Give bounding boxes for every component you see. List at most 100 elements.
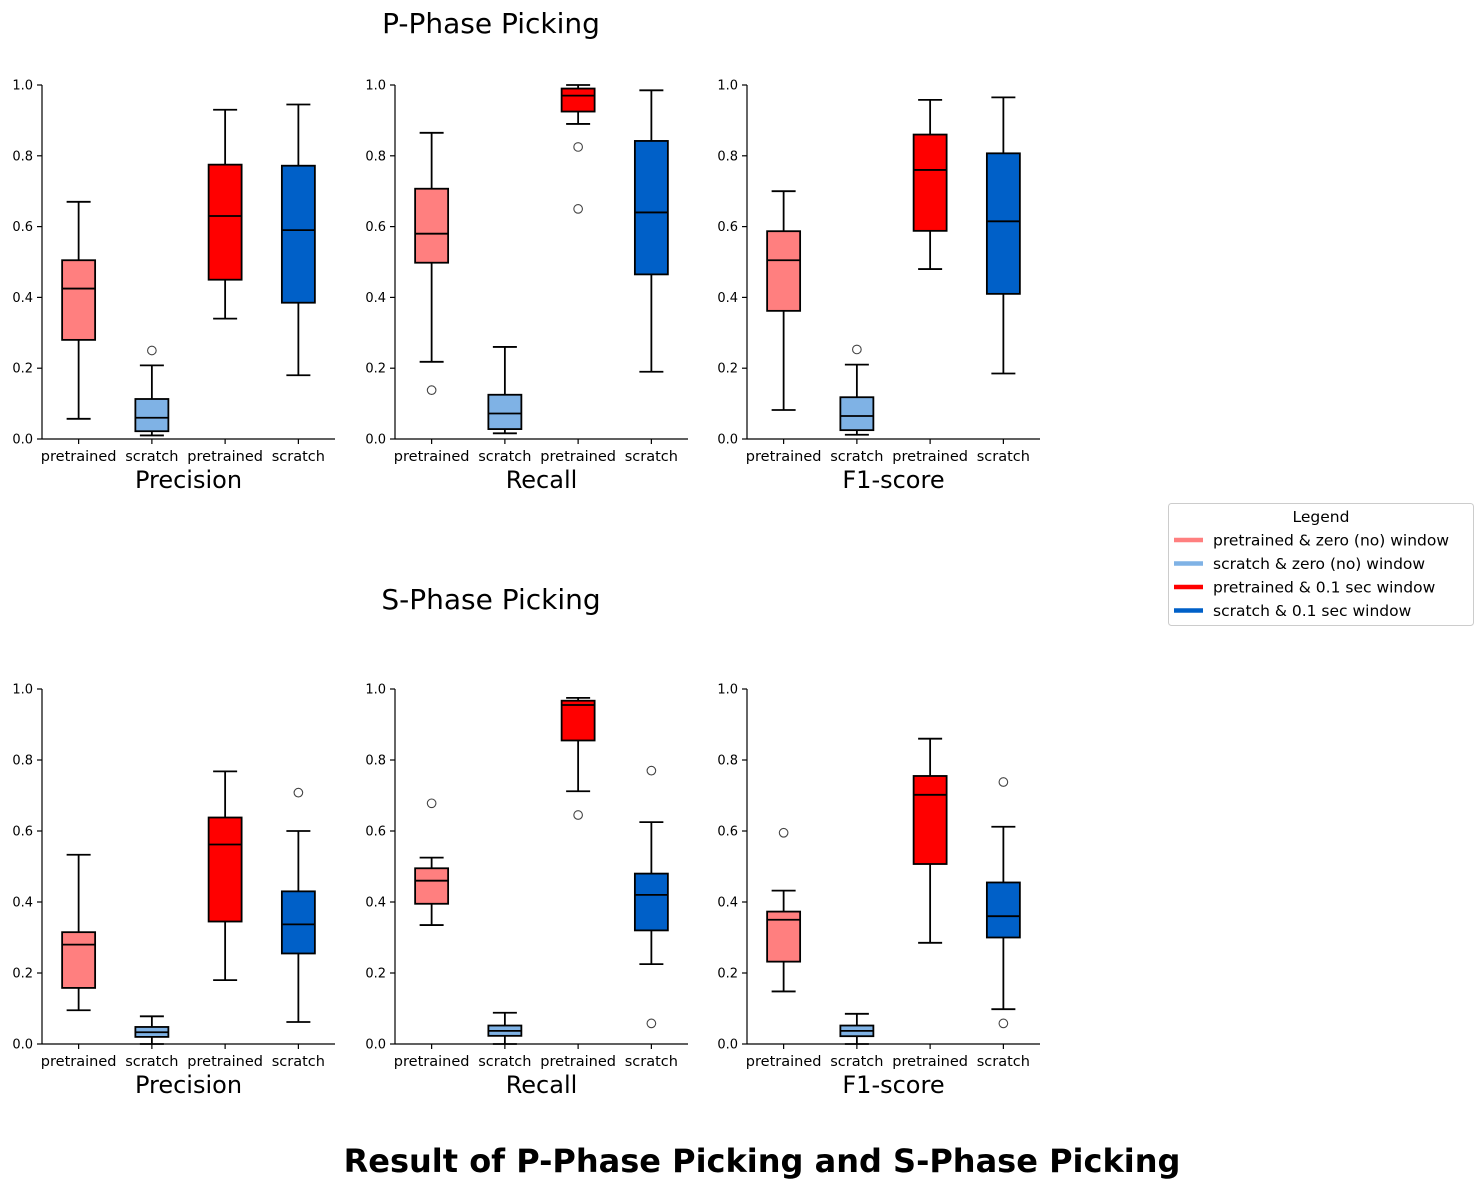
box-iqr xyxy=(61,931,97,989)
outlier-point xyxy=(147,345,157,356)
s-precision-ytick-label: 0.6 xyxy=(12,825,33,840)
s-recall-ytick-label: 0.0 xyxy=(365,1038,386,1053)
s-precision-box-2 xyxy=(134,1015,170,1045)
p-f1-score-ytick-label: 0.4 xyxy=(717,291,738,306)
panels: 0.0 0.2 0.4 0.6 0.8 1.0 pretrained scratch pretr… xyxy=(12,79,1040,1099)
p-precision-panel: 0.0 0.2 0.4 0.6 0.8 1.0 pretrained scratch pretr… xyxy=(12,79,335,494)
p-f1-score-category-label: pretrained xyxy=(746,449,822,465)
p-f1-score-category-label: scratch xyxy=(830,449,883,465)
box-iqr xyxy=(985,152,1021,295)
outlier-point xyxy=(426,798,437,809)
p-precision-category-label: scratch xyxy=(125,449,178,465)
box-iqr xyxy=(985,881,1021,939)
p-f1-score-box-4 xyxy=(985,96,1021,375)
p-recall-category-label: pretrained xyxy=(540,449,616,465)
box-iqr xyxy=(560,87,596,113)
p-phase-title: P-Phase Picking xyxy=(382,7,600,40)
p-recall-box-3 xyxy=(560,84,596,214)
p-precision-category-label: pretrained xyxy=(41,449,117,465)
p-recall-box-4 xyxy=(633,89,669,373)
s-f1-score-panel: 0.0 0.2 0.4 0.6 0.8 1.0 pretrained scratch pretr… xyxy=(717,683,1040,1099)
legend-item-label: pretrained & 0.1 sec window xyxy=(1213,579,1436,597)
p-f1-score-panel: 0.0 0.2 0.4 0.6 0.8 1.0 pretrained scratch pretr… xyxy=(717,79,1040,494)
s-f1-score-box-2 xyxy=(839,1012,875,1045)
s-precision-ytick-label: 0.0 xyxy=(12,1038,33,1053)
p-precision-category-label: scratch xyxy=(272,449,325,465)
s-f1-score-box-4 xyxy=(985,777,1021,1029)
p-f1-score-box-2 xyxy=(839,344,875,436)
box-iqr xyxy=(280,164,316,304)
p-recall-category-label: scratch xyxy=(625,449,678,465)
p-recall-ytick-label: 0.2 xyxy=(365,362,386,377)
s-recall-box-2 xyxy=(487,1011,523,1045)
box-iqr xyxy=(766,230,802,312)
p-precision-box-4 xyxy=(280,103,316,377)
legend-title: Legend xyxy=(1293,508,1350,526)
s-precision-xlabel: Precision xyxy=(135,1071,242,1099)
p-recall-ytick-label: 0.6 xyxy=(365,220,386,235)
s-recall-category-label: pretrained xyxy=(540,1054,616,1070)
p-f1-score-ytick-label: 0.8 xyxy=(717,149,738,164)
p-precision-xlabel: Precision xyxy=(135,466,242,494)
p-recall-xlabel: Recall xyxy=(506,466,578,494)
p-recall-ytick-label: 0.4 xyxy=(365,291,386,306)
p-f1-score-ytick-label: 0.0 xyxy=(717,433,738,448)
s-f1-score-category-label: pretrained xyxy=(746,1054,822,1070)
s-f1-score-category-label: scratch xyxy=(830,1054,883,1070)
p-recall-box-2 xyxy=(487,346,523,435)
s-precision-box-4 xyxy=(280,787,316,1023)
s-precision-ytick-label: 0.8 xyxy=(12,754,33,769)
s-precision-panel: 0.0 0.2 0.4 0.6 0.8 1.0 pretrained scratch pretr… xyxy=(12,683,335,1099)
p-precision-box-1 xyxy=(61,200,97,420)
legend-item-label: pretrained & zero (no) window xyxy=(1213,532,1449,550)
p-recall-ytick-label: 0.8 xyxy=(365,149,386,164)
legend: Legend pretrained & zero (no) window scra… xyxy=(1168,503,1474,626)
legend-frame xyxy=(1168,503,1474,626)
p-f1-score-box-1 xyxy=(766,190,802,411)
s-f1-score-category-label: scratch xyxy=(977,1054,1030,1070)
outlier-point xyxy=(573,810,583,820)
outlier-point xyxy=(293,787,304,798)
p-f1-score-xlabel: F1-score xyxy=(842,466,944,494)
s-precision-category-label: scratch xyxy=(272,1054,325,1070)
box-iqr xyxy=(414,867,450,905)
box-iqr xyxy=(207,163,243,281)
p-f1-score-ytick-label: 0.6 xyxy=(717,220,738,235)
legend-items: pretrained & zero (no) window scratch & z… xyxy=(1174,532,1449,620)
p-recall-box-1 xyxy=(414,131,450,395)
p-precision-ytick-label: 1.0 xyxy=(12,79,33,94)
p-f1-score-ytick-label: 0.2 xyxy=(717,362,738,377)
box-iqr xyxy=(280,890,316,955)
box-iqr xyxy=(839,396,875,432)
p-f1-score-ytick-label: 1.0 xyxy=(717,79,738,94)
p-precision-category-label: pretrained xyxy=(187,449,263,465)
s-f1-score-ytick-label: 0.0 xyxy=(717,1038,738,1053)
s-recall-box-1 xyxy=(414,798,450,926)
s-f1-score-ytick-label: 0.2 xyxy=(717,967,738,982)
outlier-point xyxy=(646,1018,657,1029)
outlier-point xyxy=(778,827,789,838)
outlier-point xyxy=(646,765,657,776)
s-f1-score-ytick-label: 0.4 xyxy=(717,896,738,911)
box-iqr xyxy=(487,393,523,430)
box-iqr xyxy=(633,872,669,932)
s-recall-ytick-label: 0.4 xyxy=(365,896,386,911)
s-recall-xlabel: Recall xyxy=(506,1071,578,1099)
s-f1-score-box-3 xyxy=(912,737,948,944)
box-iqr xyxy=(134,398,170,433)
s-recall-ytick-label: 0.8 xyxy=(365,754,386,769)
s-recall-category-label: scratch xyxy=(478,1054,531,1070)
s-precision-category-label: pretrained xyxy=(187,1054,263,1070)
p-precision-ytick-label: 0.4 xyxy=(12,291,33,306)
s-precision-box-3 xyxy=(207,770,243,981)
s-precision-ytick-label: 0.4 xyxy=(12,896,33,911)
s-f1-score-category-label: pretrained xyxy=(892,1054,968,1070)
box-iqr xyxy=(633,140,669,276)
outlier-point xyxy=(573,142,583,152)
p-precision-ytick-label: 0.8 xyxy=(12,149,33,164)
box-iqr xyxy=(560,699,596,742)
outlier-point xyxy=(998,1018,1009,1029)
s-f1-score-ytick-label: 0.8 xyxy=(717,754,738,769)
s-precision-box-1 xyxy=(61,853,97,1012)
